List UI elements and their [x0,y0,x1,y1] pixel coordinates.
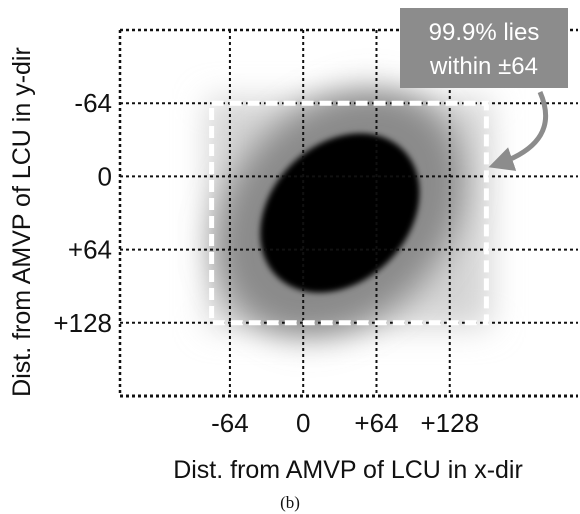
figure-caption: (b) [280,493,300,512]
x-tick-label: 0 [296,408,310,438]
highlight-border [209,100,489,326]
x-axis-label: Dist. from AMVP of LCU in x-dir [173,456,523,484]
plot-area [118,28,578,398]
y-tick-label: +64 [68,235,112,265]
callout-annotation: 99.9% lies within ±64 [400,8,568,171]
callout-line-1: 99.9% lies [429,19,540,46]
callout-box [400,8,568,88]
y-tick-label: 0 [98,161,112,191]
callout-arrow [488,90,549,171]
callout-line-2: within ±64 [429,53,538,80]
y-tick-labels: -64 0 +64 +128 [53,88,112,338]
highlight-region [209,100,489,326]
y-axis-label: Dist. from AMVP of LCU in y-dir [8,47,36,397]
y-tick-label: -64 [74,88,112,118]
density-core [260,133,420,293]
plot-frame [118,28,578,398]
x-tick-labels: -64 0 +64 +128 [211,408,479,438]
x-tick-label: -64 [211,408,249,438]
x-tick-label: +64 [354,408,398,438]
x-tick-label: +128 [420,408,479,438]
y-tick-label: +128 [53,308,112,338]
density-heatmap [207,89,491,337]
